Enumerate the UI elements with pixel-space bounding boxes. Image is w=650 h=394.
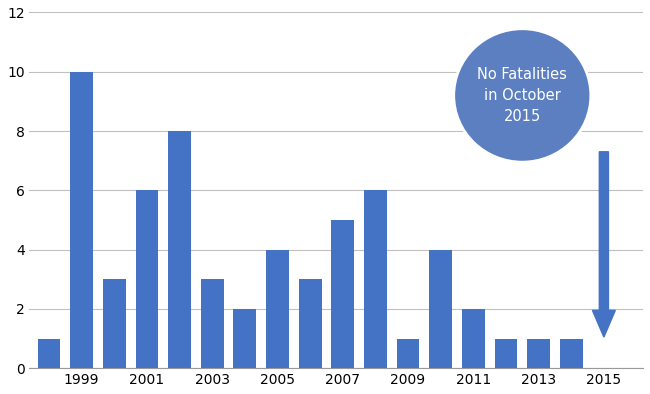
Bar xyxy=(266,250,289,368)
Bar xyxy=(135,190,159,368)
Bar xyxy=(462,309,485,368)
Bar xyxy=(332,220,354,368)
Text: No Fatalities
in October
2015: No Fatalities in October 2015 xyxy=(477,67,567,124)
Bar xyxy=(495,338,517,368)
Bar xyxy=(168,131,191,368)
Ellipse shape xyxy=(454,29,591,162)
Bar xyxy=(429,250,452,368)
Bar xyxy=(103,279,125,368)
Bar xyxy=(70,72,93,368)
FancyArrow shape xyxy=(592,152,616,337)
Bar xyxy=(527,338,550,368)
Bar xyxy=(201,279,224,368)
Bar xyxy=(233,309,256,368)
Bar xyxy=(396,338,419,368)
Bar xyxy=(560,338,582,368)
Bar xyxy=(364,190,387,368)
Bar xyxy=(299,279,322,368)
Bar xyxy=(38,338,60,368)
